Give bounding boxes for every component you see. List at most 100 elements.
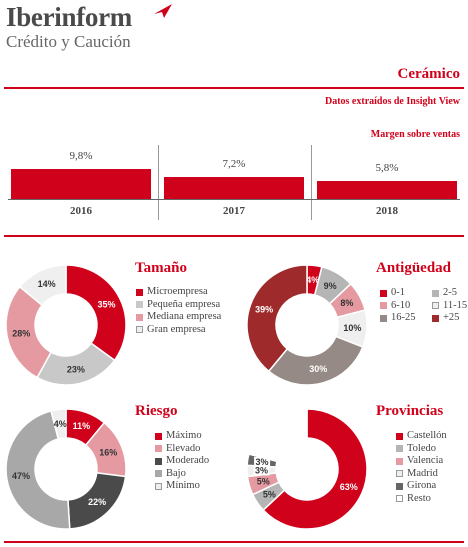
tamano-legend: Microempresa Pequeña empresa Mediana empre… — [136, 286, 221, 336]
slice-value-label: 16% — [99, 447, 117, 457]
slice-value-label: 4% — [306, 275, 319, 285]
legend-label: Elevado — [166, 442, 201, 454]
legend-item: Microempresa — [136, 286, 221, 299]
legend-item: Castellón — [396, 430, 447, 443]
legend-item: Máximo — [155, 430, 209, 443]
provincias-legend: Castellón Toledo Valencia Madrid Girona Resto — [396, 430, 447, 505]
red-plane-icon — [154, 4, 172, 18]
legend-label: Mínimo — [166, 480, 200, 491]
slice-value-label: 14% — [38, 279, 56, 289]
source-note: Datos extraídos de Insight View — [324, 96, 460, 107]
slice-value-label: 3% — [255, 465, 268, 475]
legend-swatch — [432, 302, 439, 310]
antiguedad-donut-chart: 4% 9%8% 10% 30% 39% — [246, 264, 368, 386]
slice-label-background — [253, 465, 270, 476]
legend-swatch — [155, 445, 162, 453]
bar-chart-title: Margen sobre ventas — [370, 129, 460, 140]
slice-value-label: 5% — [263, 490, 276, 500]
legend-label: Máximo — [166, 430, 202, 441]
slice-value-label: 4% — [54, 419, 67, 429]
legend-swatch — [136, 313, 143, 321]
antiguedad-title: Antigüedad — [376, 260, 452, 276]
slice-value-label: 8% — [340, 298, 353, 308]
sector-title: Cerámico — [397, 66, 460, 82]
legend-item: Mediana empresa — [136, 311, 221, 324]
legend-swatch — [396, 445, 403, 453]
bar-baseline — [8, 199, 460, 200]
legend-label: Girona — [407, 480, 437, 491]
riesgo-legend: Máximo Elevado Moderado Bajo Mínimo — [155, 430, 209, 493]
slice-value-label: 9% — [324, 281, 337, 291]
slice-value-label: 5% — [257, 477, 270, 487]
brand-tagline: Crédito y Caución — [6, 32, 131, 51]
brand-name: Iberinform — [6, 2, 132, 32]
legend-swatch — [432, 289, 439, 297]
provincias-title: Provincias — [376, 403, 444, 419]
bar — [317, 181, 457, 199]
legend-item: Valencia — [396, 455, 447, 468]
legend-swatch — [136, 326, 143, 334]
legend-swatch — [396, 432, 403, 440]
year-tick-label: 2018 — [376, 205, 398, 217]
donut-slice — [246, 264, 308, 373]
legend-item: Toledo — [396, 443, 447, 456]
legend-swatch — [396, 495, 403, 503]
donut-slice — [262, 408, 368, 530]
slice-value-label: 22% — [88, 497, 106, 507]
legend-item: 0-1 — [380, 287, 432, 300]
bar — [164, 176, 304, 199]
year-tick-label: 2016 — [70, 205, 92, 217]
legend-swatch — [396, 482, 403, 490]
slice-label-background — [254, 456, 271, 467]
legend-label: 6-10 — [391, 299, 411, 311]
legend-swatch — [155, 470, 162, 478]
legend-label: Castellón — [407, 430, 447, 441]
legend-label: Gran empresa — [147, 323, 206, 335]
legend-swatch — [136, 288, 143, 296]
donut-slice — [267, 335, 364, 386]
legend-swatch — [380, 289, 387, 297]
legend-swatch — [396, 470, 403, 478]
slice-value-label: 47% — [12, 471, 30, 481]
slice-value-label: 35% — [98, 299, 116, 309]
legend-swatch — [155, 432, 162, 440]
legend-item: 11-15 — [432, 300, 468, 313]
legend-swatch — [396, 457, 403, 465]
legend-item: Mínimo — [155, 480, 209, 493]
year-tick-label: 2017 — [223, 205, 245, 217]
legend-label: 16-25 — [391, 312, 416, 323]
bar-value-label: 5,8% — [375, 162, 399, 175]
legend-item: 6-10 — [380, 300, 432, 313]
slice-value-label: 3% — [256, 457, 269, 467]
section-divider — [4, 235, 464, 237]
legend-item: 16-25 — [380, 312, 432, 325]
legend-item: Pequeña empresa — [136, 299, 221, 312]
slice-value-label: 28% — [12, 329, 30, 339]
legend-item: +25 — [432, 312, 468, 325]
legend-item: Girona — [396, 480, 447, 493]
legend-swatch — [136, 301, 143, 309]
legend-swatch — [380, 314, 387, 322]
legend-label: Madrid — [407, 467, 438, 479]
donut-slice — [5, 409, 71, 530]
donut-slice — [5, 285, 53, 379]
slice-value-label: 63% — [340, 482, 358, 492]
legend-label: Resto — [407, 492, 431, 504]
legend-label: +25 — [443, 312, 460, 323]
legend-item: Elevado — [155, 443, 209, 456]
slice-value-label: 23% — [67, 364, 85, 374]
donut-slice — [65, 264, 127, 362]
slice-value-label: 39% — [255, 305, 273, 315]
legend-label: Moderado — [166, 455, 210, 466]
legend-item: 2-5 — [432, 287, 468, 300]
riesgo-title: Riesgo — [135, 403, 178, 419]
donut-slice — [18, 264, 67, 307]
legend-item: Gran empresa — [136, 324, 221, 337]
antiguedad-legend: 0-1 2-5 6-10 11-15 16-25 +25 — [380, 287, 468, 325]
legend-swatch — [432, 314, 439, 322]
legend-label: Mediana empresa — [147, 311, 222, 322]
provincias-donut-chart: 63% 5% 5% 3%3% — [246, 408, 368, 530]
slice-value-label: 10% — [343, 323, 361, 333]
footer-divider — [4, 541, 464, 543]
bar — [11, 169, 151, 199]
